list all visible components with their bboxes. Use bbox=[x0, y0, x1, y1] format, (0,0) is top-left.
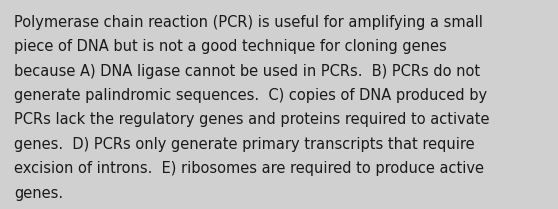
Text: generate palindromic sequences.  C) copies of DNA produced by: generate palindromic sequences. C) copie… bbox=[14, 88, 487, 103]
Text: because A) DNA ligase cannot be used in PCRs.  B) PCRs do not: because A) DNA ligase cannot be used in … bbox=[14, 64, 480, 79]
Text: genes.  D) PCRs only generate primary transcripts that require: genes. D) PCRs only generate primary tra… bbox=[14, 137, 474, 152]
Text: excision of introns.  E) ribosomes are required to produce active: excision of introns. E) ribosomes are re… bbox=[14, 161, 484, 176]
Text: Polymerase chain reaction (PCR) is useful for amplifying a small: Polymerase chain reaction (PCR) is usefu… bbox=[14, 15, 483, 30]
Text: genes.: genes. bbox=[14, 186, 63, 201]
Text: piece of DNA but is not a good technique for cloning genes: piece of DNA but is not a good technique… bbox=[14, 39, 447, 54]
Text: PCRs lack the regulatory genes and proteins required to activate: PCRs lack the regulatory genes and prote… bbox=[14, 112, 489, 127]
